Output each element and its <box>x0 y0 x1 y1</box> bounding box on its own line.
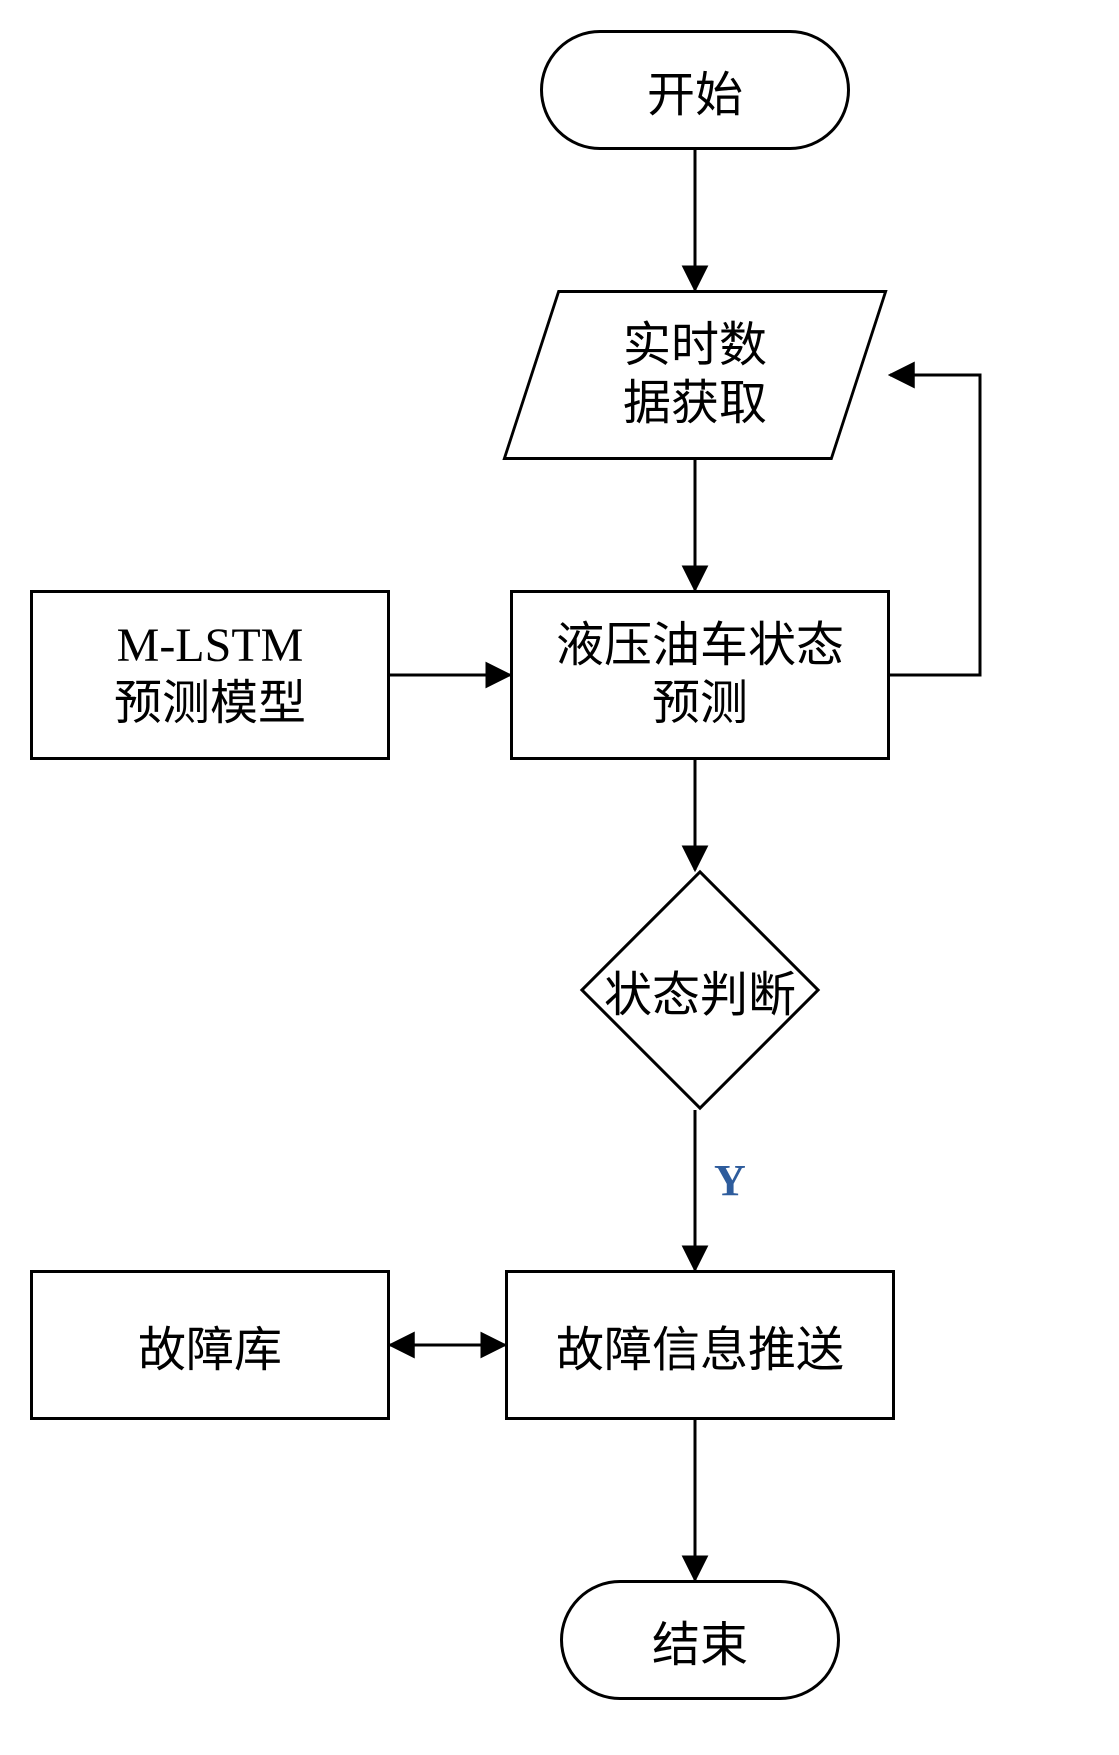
faultlib-node: 故障库 <box>30 1270 390 1420</box>
model-node: M-LSTM 预测模型 <box>30 590 390 760</box>
push-label: 故障信息推送 <box>556 1310 844 1380</box>
data-node: 实时数 据获取 <box>530 290 860 460</box>
flowchart-edges <box>0 0 1119 1755</box>
predict-node: 液压油车状态 预测 <box>510 590 890 760</box>
decision-label: 状态判断 <box>604 955 796 1025</box>
predict-label: 液压油车状态 预测 <box>556 617 844 732</box>
decision-node: 状态判断 <box>580 870 820 1110</box>
faultlib-label: 故障库 <box>138 1310 282 1380</box>
start-label: 开始 <box>647 55 743 125</box>
model-label: M-LSTM 预测模型 <box>114 617 306 732</box>
data-label: 实时数 据获取 <box>623 317 767 432</box>
decision-yes-label: Y <box>710 1155 750 1206</box>
push-node: 故障信息推送 <box>505 1270 895 1420</box>
end-label: 结束 <box>652 1605 748 1675</box>
end-node: 结束 <box>560 1580 840 1700</box>
start-node: 开始 <box>540 30 850 150</box>
